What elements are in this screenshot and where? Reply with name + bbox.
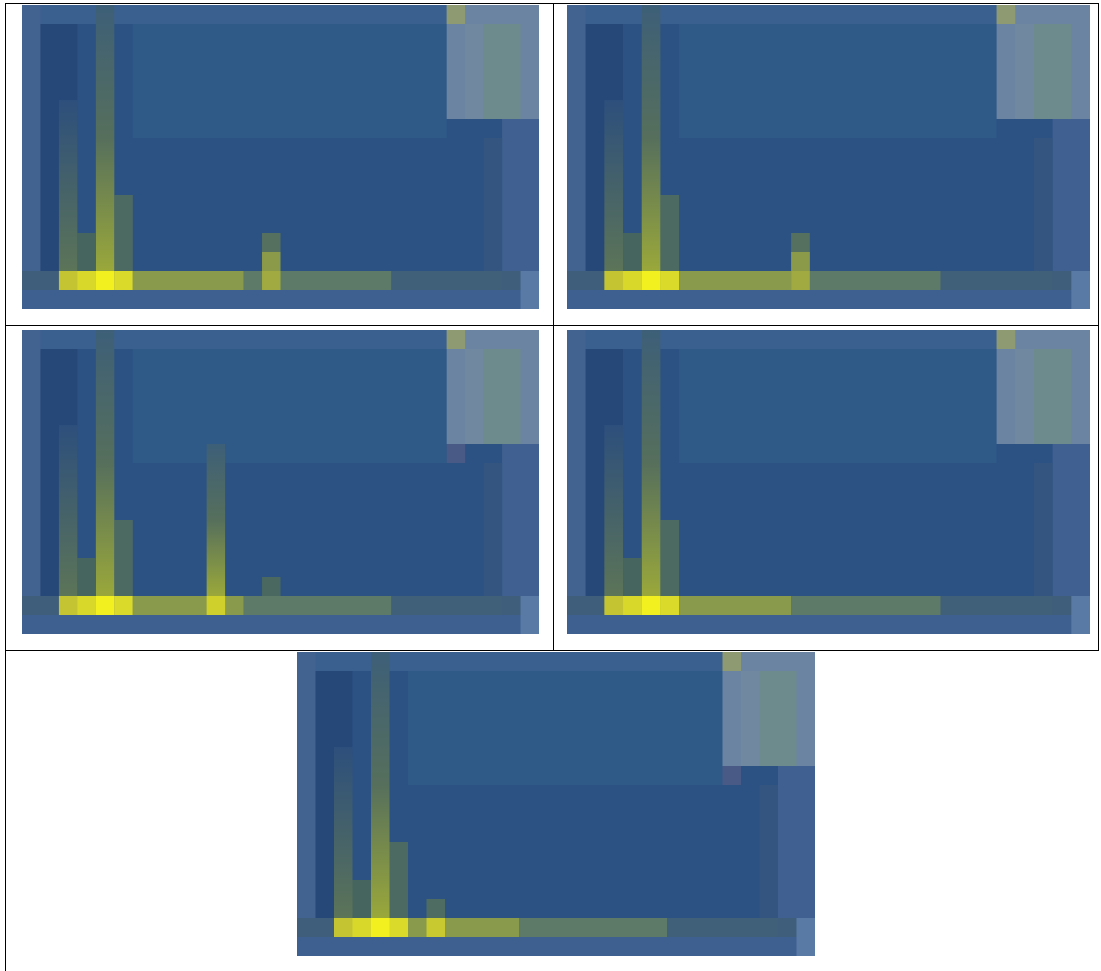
heatmap-1 [22,5,539,309]
border-top [5,3,1099,4]
heatmap-5 [297,652,815,956]
heatmap-3 [22,330,539,634]
heatmap-2 [567,5,1090,309]
border-left [5,3,6,971]
border-row-1 [5,325,1099,326]
border-row-2 [5,650,1099,651]
heatmap-4 [567,330,1090,634]
border-column [553,3,554,650]
border-right [1098,3,1099,650]
